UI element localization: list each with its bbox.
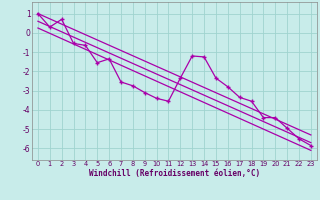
X-axis label: Windchill (Refroidissement éolien,°C): Windchill (Refroidissement éolien,°C) [89,169,260,178]
